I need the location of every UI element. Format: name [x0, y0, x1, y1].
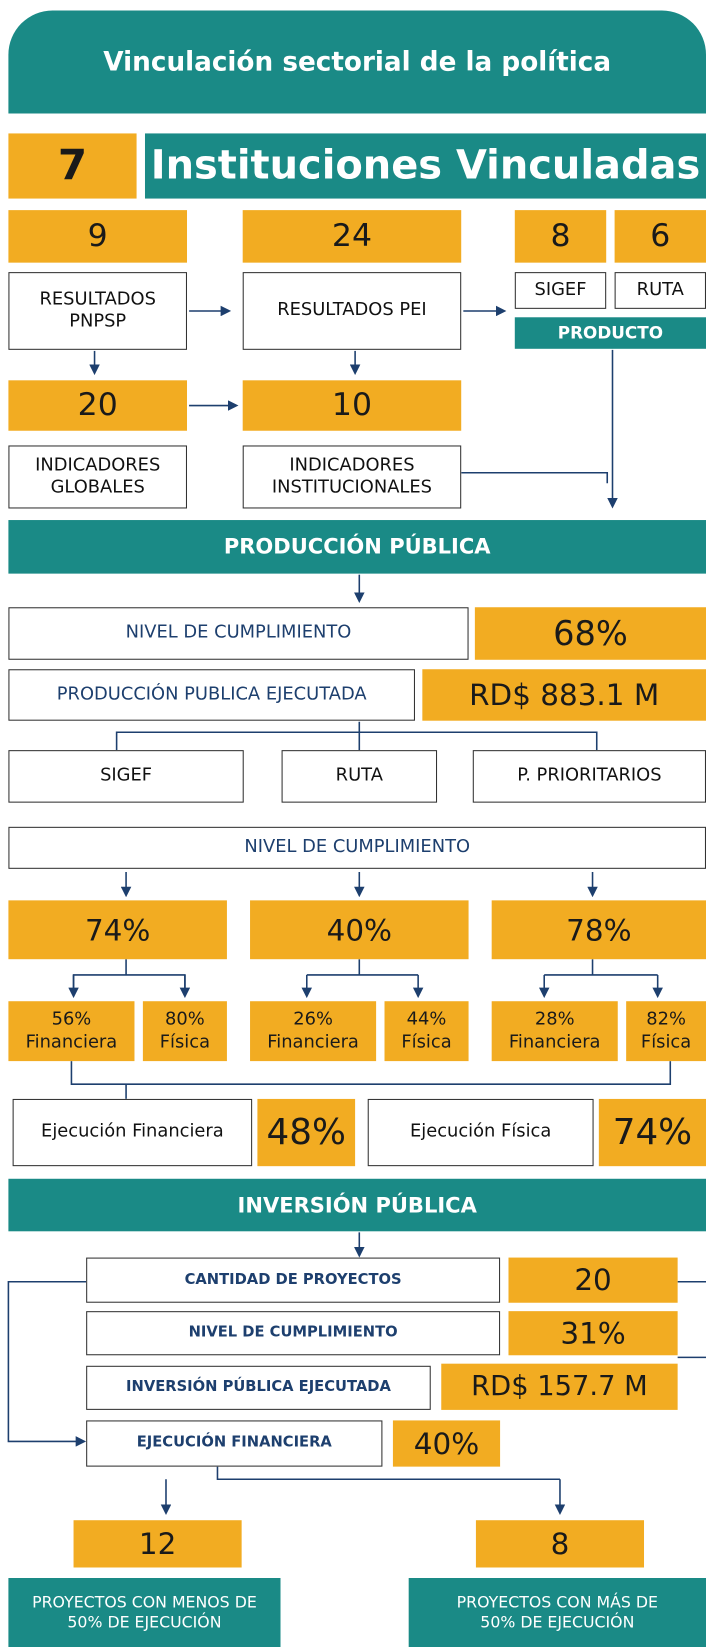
- sub-box: 28% Financiera: [491, 1001, 618, 1062]
- value: 20: [508, 1257, 678, 1303]
- sub-value: 26%: [293, 1008, 333, 1030]
- box: SIGEF: [8, 750, 244, 803]
- value: 74%: [8, 900, 227, 960]
- box: INDICADORES INSTITUCIONALES: [242, 445, 462, 509]
- box: EJECUCIÓN FINANCIERA: [86, 1420, 383, 1467]
- count: 6: [614, 210, 706, 263]
- label: PRODUCTO: [514, 317, 706, 349]
- value: 31%: [508, 1311, 678, 1356]
- sub-box: 82% Física: [626, 1001, 706, 1062]
- value: 40%: [392, 1420, 501, 1467]
- box: P. PRIORITARIOS: [472, 750, 706, 803]
- sub-value: 44%: [406, 1008, 447, 1030]
- label: Instituciones Vinculadas: [144, 133, 706, 199]
- sub-value: 82%: [646, 1008, 686, 1030]
- sub-box: 26% Financiera: [250, 1001, 377, 1062]
- box: NIVEL DE CUMPLIMIENTO: [8, 826, 706, 869]
- box: INDICADORES GLOBALES: [8, 445, 188, 509]
- value: 68%: [474, 607, 706, 660]
- value: RD$ 157.7 M: [441, 1363, 678, 1410]
- value: RD$ 883.1 M: [422, 669, 706, 721]
- count: 24: [242, 210, 462, 263]
- count: 20: [8, 380, 188, 431]
- box: RESULTADOS PEI: [242, 272, 462, 350]
- sub-value: 56%: [51, 1008, 92, 1030]
- box: CANTIDAD DE PROYECTOS: [86, 1257, 501, 1303]
- box: Ejecución Física: [367, 1098, 594, 1167]
- label: PROYECTOS CON MENOS DE 50% DE EJECUCIÓN: [8, 1578, 281, 1647]
- box: NIVEL DE CUMPLIMIENTO: [86, 1311, 501, 1356]
- sub-label: Financiera: [508, 1031, 601, 1053]
- header-title: Vinculación sectorial de la política: [8, 10, 706, 114]
- count: 12: [73, 1520, 242, 1568]
- sub-value: 80%: [165, 1008, 205, 1030]
- box: INVERSIÓN PÚBLICA EJECUTADA: [86, 1365, 431, 1410]
- box: RUTA: [281, 750, 438, 803]
- sub-box: 44% Física: [384, 1001, 469, 1062]
- value: 48%: [257, 1098, 356, 1167]
- sub-box: 56% Financiera: [8, 1001, 135, 1062]
- value: 78%: [491, 900, 706, 960]
- sub-label: Física: [401, 1031, 452, 1053]
- sub-value: 28%: [534, 1008, 575, 1030]
- box: RUTA: [614, 272, 706, 309]
- value: 40%: [250, 900, 469, 960]
- sub-box: 80% Física: [142, 1001, 227, 1062]
- box: PRODUCCIÓN PUBLICA EJECUTADA: [8, 669, 415, 721]
- section-title: INVERSIÓN PÚBLICA: [8, 1178, 706, 1232]
- box: SIGEF: [514, 272, 607, 309]
- count: 9: [8, 210, 188, 263]
- sub-label: Financiera: [25, 1031, 118, 1053]
- sub-label: Física: [640, 1031, 692, 1053]
- count: 8: [514, 210, 607, 263]
- box: Ejecución Financiera: [12, 1098, 253, 1167]
- count: 7: [8, 133, 137, 199]
- value: 74%: [598, 1098, 706, 1167]
- box: NIVEL DE CUMPLIMIENTO: [8, 607, 469, 660]
- box: RESULTADOS PNPSP: [8, 272, 188, 350]
- sub-label: Física: [159, 1031, 211, 1053]
- count: 10: [242, 380, 462, 431]
- label: PROYECTOS CON MÁS DE 50% DE EJECUCIÓN: [408, 1578, 706, 1647]
- section-title: PRODUCCIÓN PÚBLICA: [8, 520, 706, 574]
- sub-label: Financiera: [267, 1031, 359, 1053]
- count: 8: [475, 1520, 645, 1568]
